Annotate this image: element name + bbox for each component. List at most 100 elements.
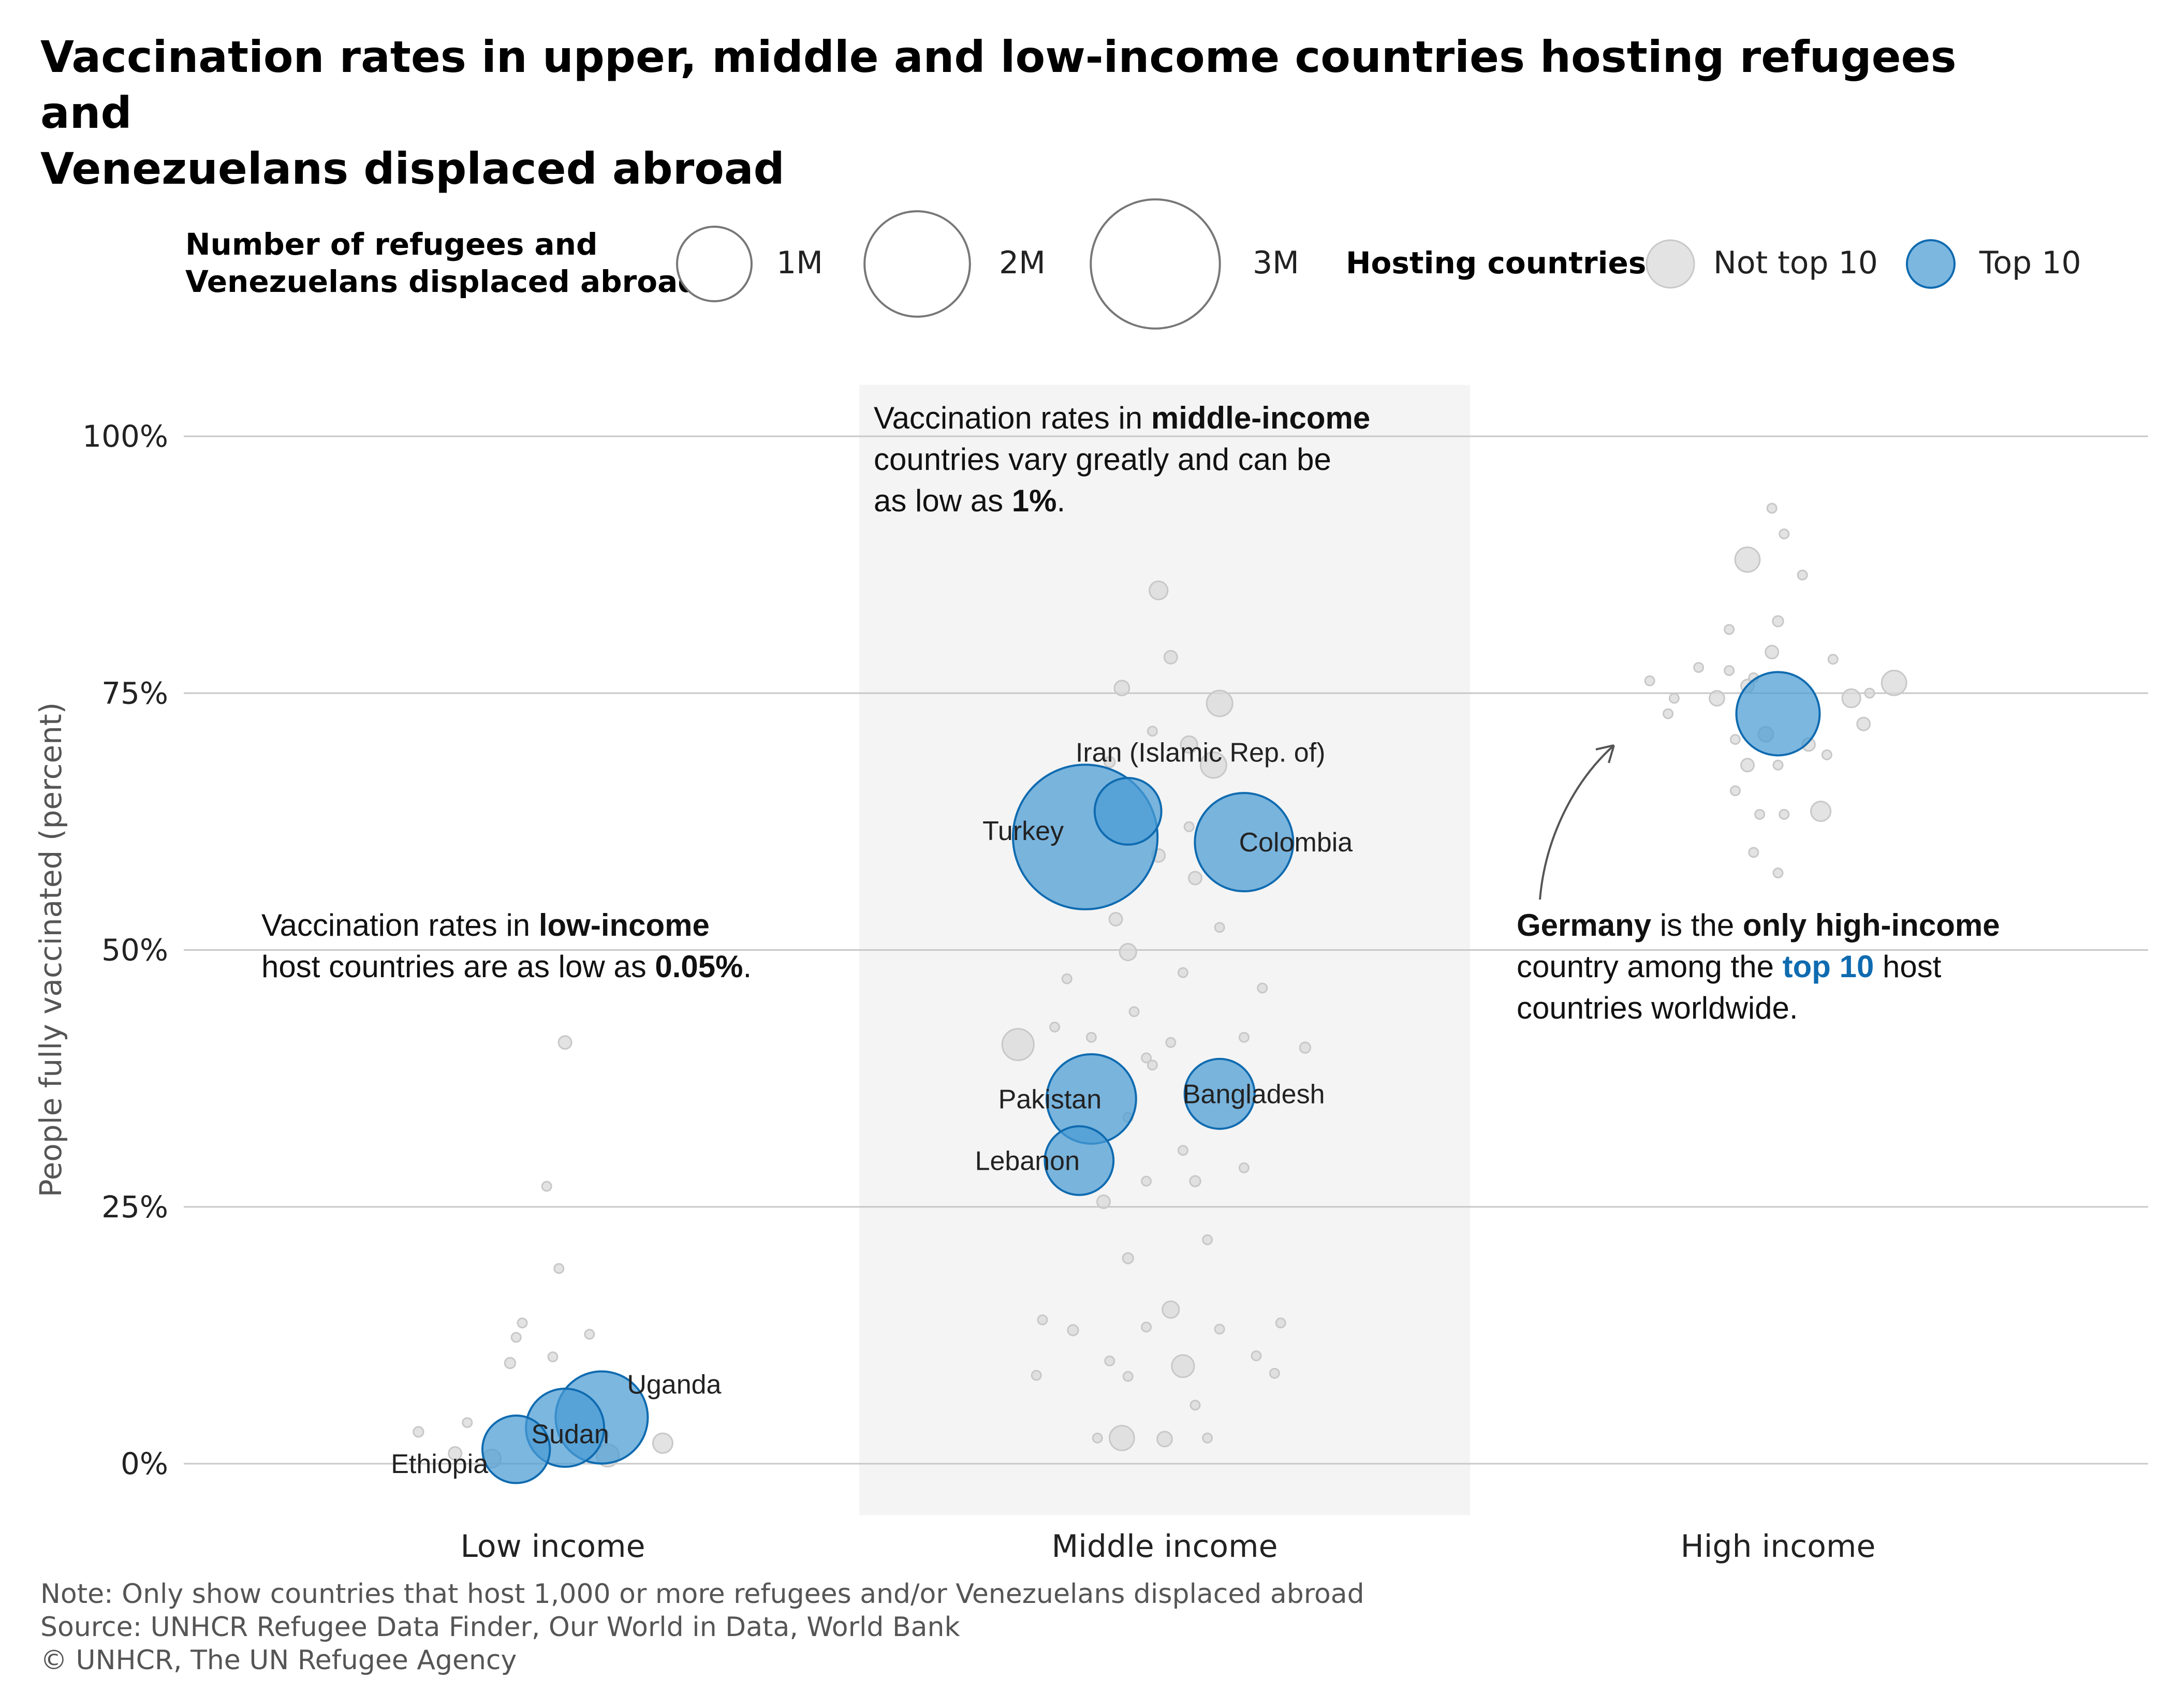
y-tick-label: 0% [121, 1446, 168, 1481]
bubble-not-top10 [652, 1432, 673, 1454]
country-label: Colombia [1239, 828, 1353, 858]
size-legend-title-line-2: Venezuelans displaced abroad [185, 264, 699, 299]
bubble-not-top10 [1709, 690, 1725, 707]
bubble-not-top10 [1668, 693, 1680, 704]
size-legend-title: Number of refugees and Venezuelans displ… [185, 226, 699, 300]
bubble-not-top10 [1772, 759, 1784, 771]
footnote: Note: Only show countries that host 1,00… [40, 1578, 1364, 1677]
footnote-copyright: © UNHCR, The UN Refugee Agency [40, 1645, 517, 1676]
hosting-legend-circle-not-top10 [1646, 239, 1695, 289]
bubble-not-top10 [1177, 967, 1188, 978]
bubble-not-top10 [1031, 1370, 1042, 1381]
country-label: Iran (Islamic Rep. of) [1076, 738, 1326, 768]
x-axis-ticks: Low income Middle income High income [461, 1528, 1876, 1565]
bubble-not-top10 [1163, 650, 1178, 665]
bubble-not-top10 [1141, 1052, 1152, 1064]
grid-lines [184, 435, 2148, 1465]
bubble-not-top10 [1049, 1021, 1061, 1033]
bubble-not-top10 [1644, 675, 1655, 686]
hosting-legend-label-not-top10: Not top 10 [1713, 245, 1878, 281]
bubble-not-top10 [1766, 503, 1778, 514]
size-legend-label-1m: 1M [776, 245, 823, 281]
bubble-not-top10 [510, 1332, 522, 1343]
legend-circles [676, 198, 1956, 330]
bubble-not-top10 [1856, 716, 1871, 731]
y-tick-label: 50% [101, 933, 168, 968]
bubble-not-top10 [1141, 1321, 1152, 1333]
bubble-not-top10 [504, 1357, 517, 1370]
bubble-not-top10 [462, 1417, 473, 1429]
bubble-top10-ethiopia [481, 1415, 551, 1484]
bubble-not-top10 [1269, 1367, 1280, 1379]
bubble-not-top10 [1108, 911, 1123, 926]
annotation-high-income: Germany is the only high-income country a… [1517, 908, 2000, 1025]
country-labels: Uganda Sudan Ethiopia Turkey Iran (Islamic R… [391, 738, 1353, 1480]
bubble-not-top10 [1772, 615, 1784, 627]
bubble-not-top10 [1165, 1037, 1177, 1048]
bubble-not-top10 [1104, 1356, 1115, 1366]
bubble-not-top10 [1206, 689, 1233, 717]
bubble-not-top10 [1183, 821, 1195, 832]
bubble-not-top10 [1092, 1432, 1103, 1444]
chart-title-line-1: Vaccination rates in upper, middle and l… [40, 32, 1957, 138]
bubble-not-top10 [1149, 580, 1169, 600]
bubble-not-top10 [1729, 785, 1741, 797]
bubble-not-top10 [1171, 1354, 1195, 1378]
x-tick-label: Low income [461, 1528, 645, 1565]
bubble-not-top10 [1177, 1145, 1188, 1156]
size-legend-circle-2m [863, 210, 971, 318]
chart-title: Vaccination rates in upper, middle and l… [40, 29, 2059, 197]
bubble-not-top10 [1162, 1300, 1180, 1319]
bubble-not-top10 [541, 1181, 552, 1192]
size-legend-circle-3m [1090, 198, 1221, 330]
bubble-not-top10 [1214, 922, 1225, 933]
y-tick-label: 25% [101, 1189, 168, 1225]
bubble-top10-lebanon [1044, 1125, 1115, 1196]
bubble-not-top10 [1147, 1059, 1158, 1071]
x-tick-label: Middle income [1051, 1528, 1277, 1565]
country-label: Bangladesh [1183, 1079, 1325, 1109]
hosting-legend-title: Hosting countries [1346, 245, 1647, 281]
bubble-not-top10 [1827, 654, 1839, 665]
bubble-not-top10 [584, 1329, 595, 1340]
bubble-not-top10 [1748, 847, 1759, 858]
y-axis-label: People fully vaccinated (percent) [33, 702, 68, 1197]
bubble-not-top10 [1724, 665, 1735, 676]
bubble-top10-iran-islamic-rep-of [1093, 777, 1163, 846]
size-legend-circle-1m [676, 226, 753, 302]
country-label: Turkey [982, 816, 1064, 846]
bubble-not-top10 [1724, 624, 1735, 635]
bubble-top10-germany [1735, 671, 1821, 757]
bubble-not-top10 [1797, 569, 1808, 581]
bubble-not-top10 [1734, 546, 1761, 573]
bubble-not-top10 [1754, 808, 1766, 820]
bubble-not-top10 [1864, 687, 1875, 699]
bubble-not-top10 [1881, 670, 1907, 696]
bubble-not-top10 [1096, 1194, 1111, 1209]
country-label: Ethiopia [391, 1449, 488, 1479]
bubble-not-top10 [1772, 867, 1784, 879]
bubble-not-top10 [1037, 1314, 1048, 1326]
bubble-not-top10 [1765, 644, 1780, 659]
annotation-low-income: Vaccination rates in low-income host coun… [261, 908, 752, 984]
bubble-not-top10 [1156, 1431, 1173, 1448]
country-label: Lebanon [975, 1146, 1080, 1176]
y-tick-label: 75% [101, 675, 168, 711]
bubble-not-top10 [1109, 1424, 1135, 1451]
bubble-top10-bangladesh [1183, 1057, 1256, 1130]
bubble-not-top10 [1189, 1400, 1201, 1411]
bubble-not-top10 [1122, 1252, 1134, 1264]
bubble-not-top10 [1810, 800, 1832, 822]
country-label: Pakistan [998, 1084, 1101, 1114]
bubble-not-top10 [1257, 982, 1268, 994]
bubble-not-top10 [553, 1263, 565, 1274]
y-axis-ticks: 0% 25% 50% 75% 100% [82, 419, 168, 1481]
bubble-not-top10 [1740, 758, 1755, 773]
x-tick-label: High income [1681, 1528, 1876, 1565]
bubble-not-top10 [1275, 1317, 1286, 1329]
bubble-not-top10 [1841, 688, 1861, 709]
bubble-not-top10 [1238, 1032, 1250, 1043]
bubble-not-top10 [1061, 973, 1073, 984]
bubble-not-top10 [1067, 1324, 1079, 1336]
hosting-legend-circle-top10 [1906, 239, 1956, 289]
